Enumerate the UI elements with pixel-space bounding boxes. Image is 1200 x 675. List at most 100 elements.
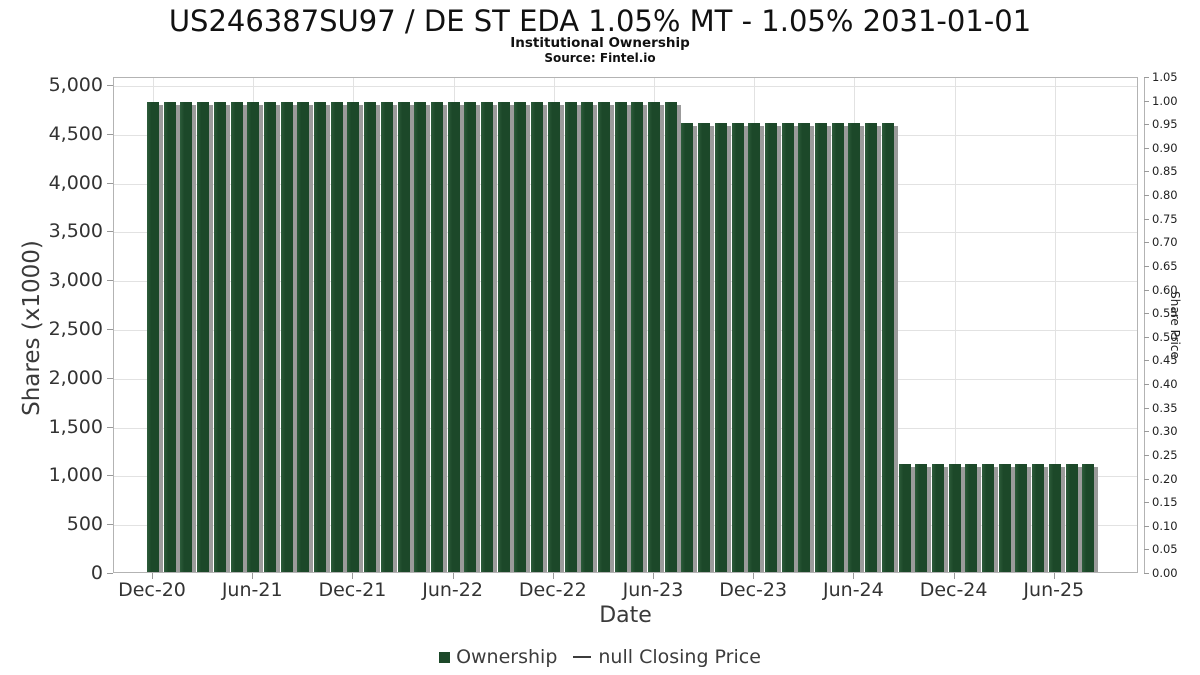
- y-tick-label: 3,000: [48, 269, 103, 292]
- x-tick-label: Jun-24: [823, 579, 884, 601]
- ownership-bar: [280, 101, 293, 572]
- ownership-bar: [748, 123, 761, 572]
- x-tick-label: Jun-21: [221, 579, 283, 601]
- right-tick-mark: [1144, 478, 1149, 480]
- right-tick-label: 0.85: [1152, 164, 1178, 179]
- right-tick-label: 0.70: [1152, 235, 1178, 250]
- ownership-bar: [330, 101, 343, 572]
- x-tick-mark: [853, 573, 855, 579]
- right-tick-label: 0.60: [1152, 282, 1178, 297]
- right-tick-mark: [1144, 360, 1149, 362]
- right-tick-mark: [1144, 100, 1149, 102]
- y-tick-mark: [107, 231, 113, 233]
- right-tick-label: 0.80: [1152, 188, 1178, 203]
- right-tick-mark: [1144, 171, 1149, 173]
- ownership-bar: [564, 101, 577, 572]
- ownership-bar: [664, 101, 677, 572]
- y-tick-mark: [107, 280, 113, 282]
- ownership-bar: [314, 101, 326, 572]
- x-tick-label: Dec-20: [118, 579, 186, 601]
- right-tick-mark: [1144, 549, 1149, 551]
- ownership-bar: [998, 463, 1011, 572]
- chart-source: Source: Fintel.io: [544, 51, 656, 65]
- y-tick-mark: [107, 475, 113, 477]
- x-tick-label: Jun-22: [422, 579, 483, 601]
- ownership-bar: [447, 101, 460, 572]
- ownership-bar: [965, 463, 978, 572]
- ownership-bar: [982, 463, 994, 572]
- legend-price-label: null Closing Price: [598, 646, 761, 668]
- right-tick-mark: [1144, 407, 1149, 409]
- ownership-bar: [681, 123, 694, 572]
- ownership-bar: [714, 123, 727, 572]
- right-axis-spine: [1144, 77, 1145, 574]
- ownership-bar: [213, 101, 226, 572]
- x-tick-mark: [552, 573, 554, 579]
- y-tick-mark: [107, 524, 113, 526]
- ownership-bar: [147, 101, 159, 572]
- right-tick-label: 0.25: [1152, 447, 1178, 462]
- ownership-bar: [815, 123, 827, 572]
- right-tick-label: 0.10: [1152, 518, 1178, 533]
- x-tick-label: Dec-21: [318, 579, 387, 601]
- ownership-bar: [531, 101, 544, 572]
- y-tick-label: 2,000: [48, 366, 103, 389]
- ownership-bar: [764, 123, 777, 572]
- x-tick-mark: [452, 573, 454, 579]
- ownership-bar: [180, 101, 193, 572]
- y-tick-mark: [107, 426, 113, 428]
- ownership-bar: [380, 101, 393, 572]
- y-tick-label: 5,000: [48, 74, 103, 96]
- right-tick-mark: [1144, 218, 1149, 220]
- ownership-bar: [898, 463, 911, 572]
- right-tick-label: 0.90: [1152, 140, 1178, 155]
- right-tick-label: 0.45: [1152, 353, 1178, 368]
- right-tick-mark: [1144, 573, 1149, 574]
- right-tick-mark: [1144, 289, 1149, 291]
- ownership-bar: [430, 101, 443, 572]
- y-tick-label: 4,000: [48, 171, 103, 194]
- y-tick-label: 4,500: [48, 122, 103, 145]
- chart-title: US246387SU97 / DE ST EDA 1.05% MT - 1.05…: [168, 4, 1032, 38]
- ownership-bar: [464, 101, 477, 572]
- right-tick-mark: [1144, 384, 1149, 386]
- x-tick-label: Dec-24: [919, 579, 988, 601]
- right-tick-label: 0.95: [1152, 117, 1178, 132]
- ownership-bar: [1032, 463, 1045, 572]
- ownership-bar: [631, 101, 644, 572]
- right-tick-mark: [1144, 454, 1149, 456]
- right-tick-mark: [1144, 502, 1149, 504]
- x-tick-label: Jun-23: [622, 579, 684, 601]
- right-tick-mark: [1144, 525, 1149, 527]
- ownership-bar: [263, 101, 276, 572]
- right-tick-mark: [1144, 265, 1149, 267]
- y-tick-label: 1,500: [48, 415, 103, 438]
- ownership-bar: [163, 101, 176, 572]
- x-tick-label: Dec-22: [518, 579, 587, 601]
- ownership-swatch-icon: [439, 651, 451, 663]
- ownership-bar: [347, 101, 360, 572]
- right-tick-label: 0.00: [1152, 566, 1178, 580]
- ownership-bar: [1048, 463, 1061, 572]
- y-tick-label: 0: [90, 562, 103, 584]
- right-tick-mark: [1144, 195, 1149, 197]
- ownership-bar: [297, 101, 310, 572]
- ownership-bar: [547, 101, 560, 572]
- right-tick-mark: [1144, 336, 1149, 338]
- ownership-bar: [514, 101, 527, 572]
- right-tick-label: 0.05: [1152, 542, 1178, 557]
- y-tick-mark: [107, 133, 113, 135]
- ownership-bar: [1015, 463, 1028, 572]
- y-tick-label: 2,500: [48, 318, 103, 340]
- right-tick-mark: [1144, 77, 1149, 78]
- y-tick-label: 500: [66, 513, 103, 536]
- ownership-bar: [915, 463, 928, 572]
- x-tick-mark: [252, 573, 254, 579]
- right-tick-label: 0.30: [1152, 424, 1178, 439]
- ownership-bar: [781, 123, 794, 572]
- right-tick-label: 0.15: [1152, 495, 1178, 510]
- y-tick-label: 1,000: [48, 464, 103, 487]
- ownership-bar: [197, 101, 210, 572]
- ownership-bar: [698, 123, 711, 572]
- right-tick-label: 0.75: [1152, 211, 1178, 226]
